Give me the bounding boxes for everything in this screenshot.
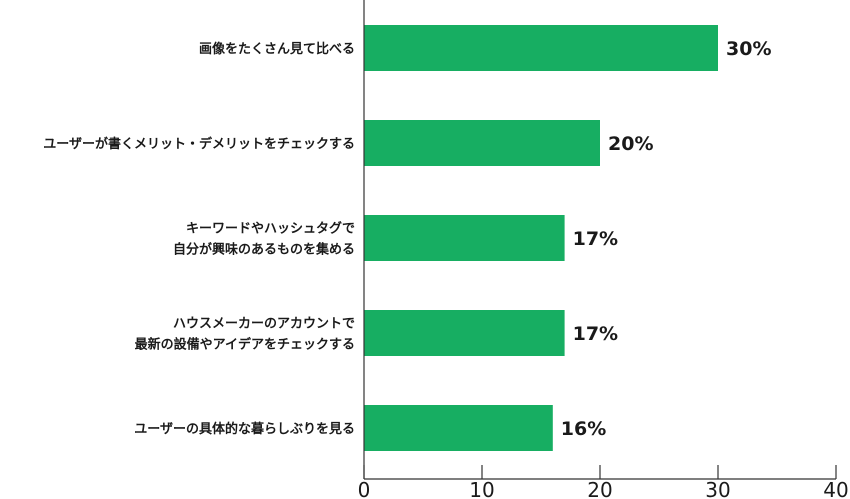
value-label-3: 17%	[573, 323, 618, 345]
bar-4	[364, 405, 553, 451]
x-tick-label-1: 10	[469, 478, 494, 499]
category-label-2-line-1: 自分が興味のあるものを集める	[173, 242, 355, 258]
bar-0	[364, 25, 718, 71]
value-label-4: 16%	[561, 418, 606, 440]
category-label-0-line-0: 画像をたくさん見て比べる	[199, 41, 355, 57]
bar-1	[364, 120, 600, 166]
value-label-1: 20%	[608, 133, 653, 155]
x-axis-ticks: 0 10 20 30 40	[358, 465, 849, 499]
x-tick-label-3: 30	[705, 478, 730, 499]
x-tick-label-4: 40	[823, 478, 848, 499]
bars-group	[364, 25, 718, 451]
category-label-3-line-1: 最新の設備やアイデアをチェックする	[135, 337, 355, 353]
bar-2	[364, 215, 565, 261]
category-label-3-line-0: ハウスメーカーのアカウントで	[173, 317, 355, 332]
value-labels: 30% 20% 17% 17% 16%	[561, 38, 772, 440]
value-label-2: 17%	[573, 228, 618, 250]
category-label-1-line-0: ユーザーが書くメリット・デメリットをチェックする	[43, 136, 355, 152]
value-label-0: 30%	[726, 38, 771, 60]
category-labels: 画像をたくさん見て比べるユーザーが書くメリット・デメリットをチェックするキーワー…	[43, 41, 355, 437]
x-tick-label-2: 20	[587, 478, 612, 499]
x-tick-label-0: 0	[358, 478, 371, 499]
bar-3	[364, 310, 565, 356]
category-label-4-line-0: ユーザーの具体的な暮らしぶりを見る	[134, 421, 355, 437]
category-label-2-line-0: キーワードやハッシュタグで	[186, 221, 355, 237]
